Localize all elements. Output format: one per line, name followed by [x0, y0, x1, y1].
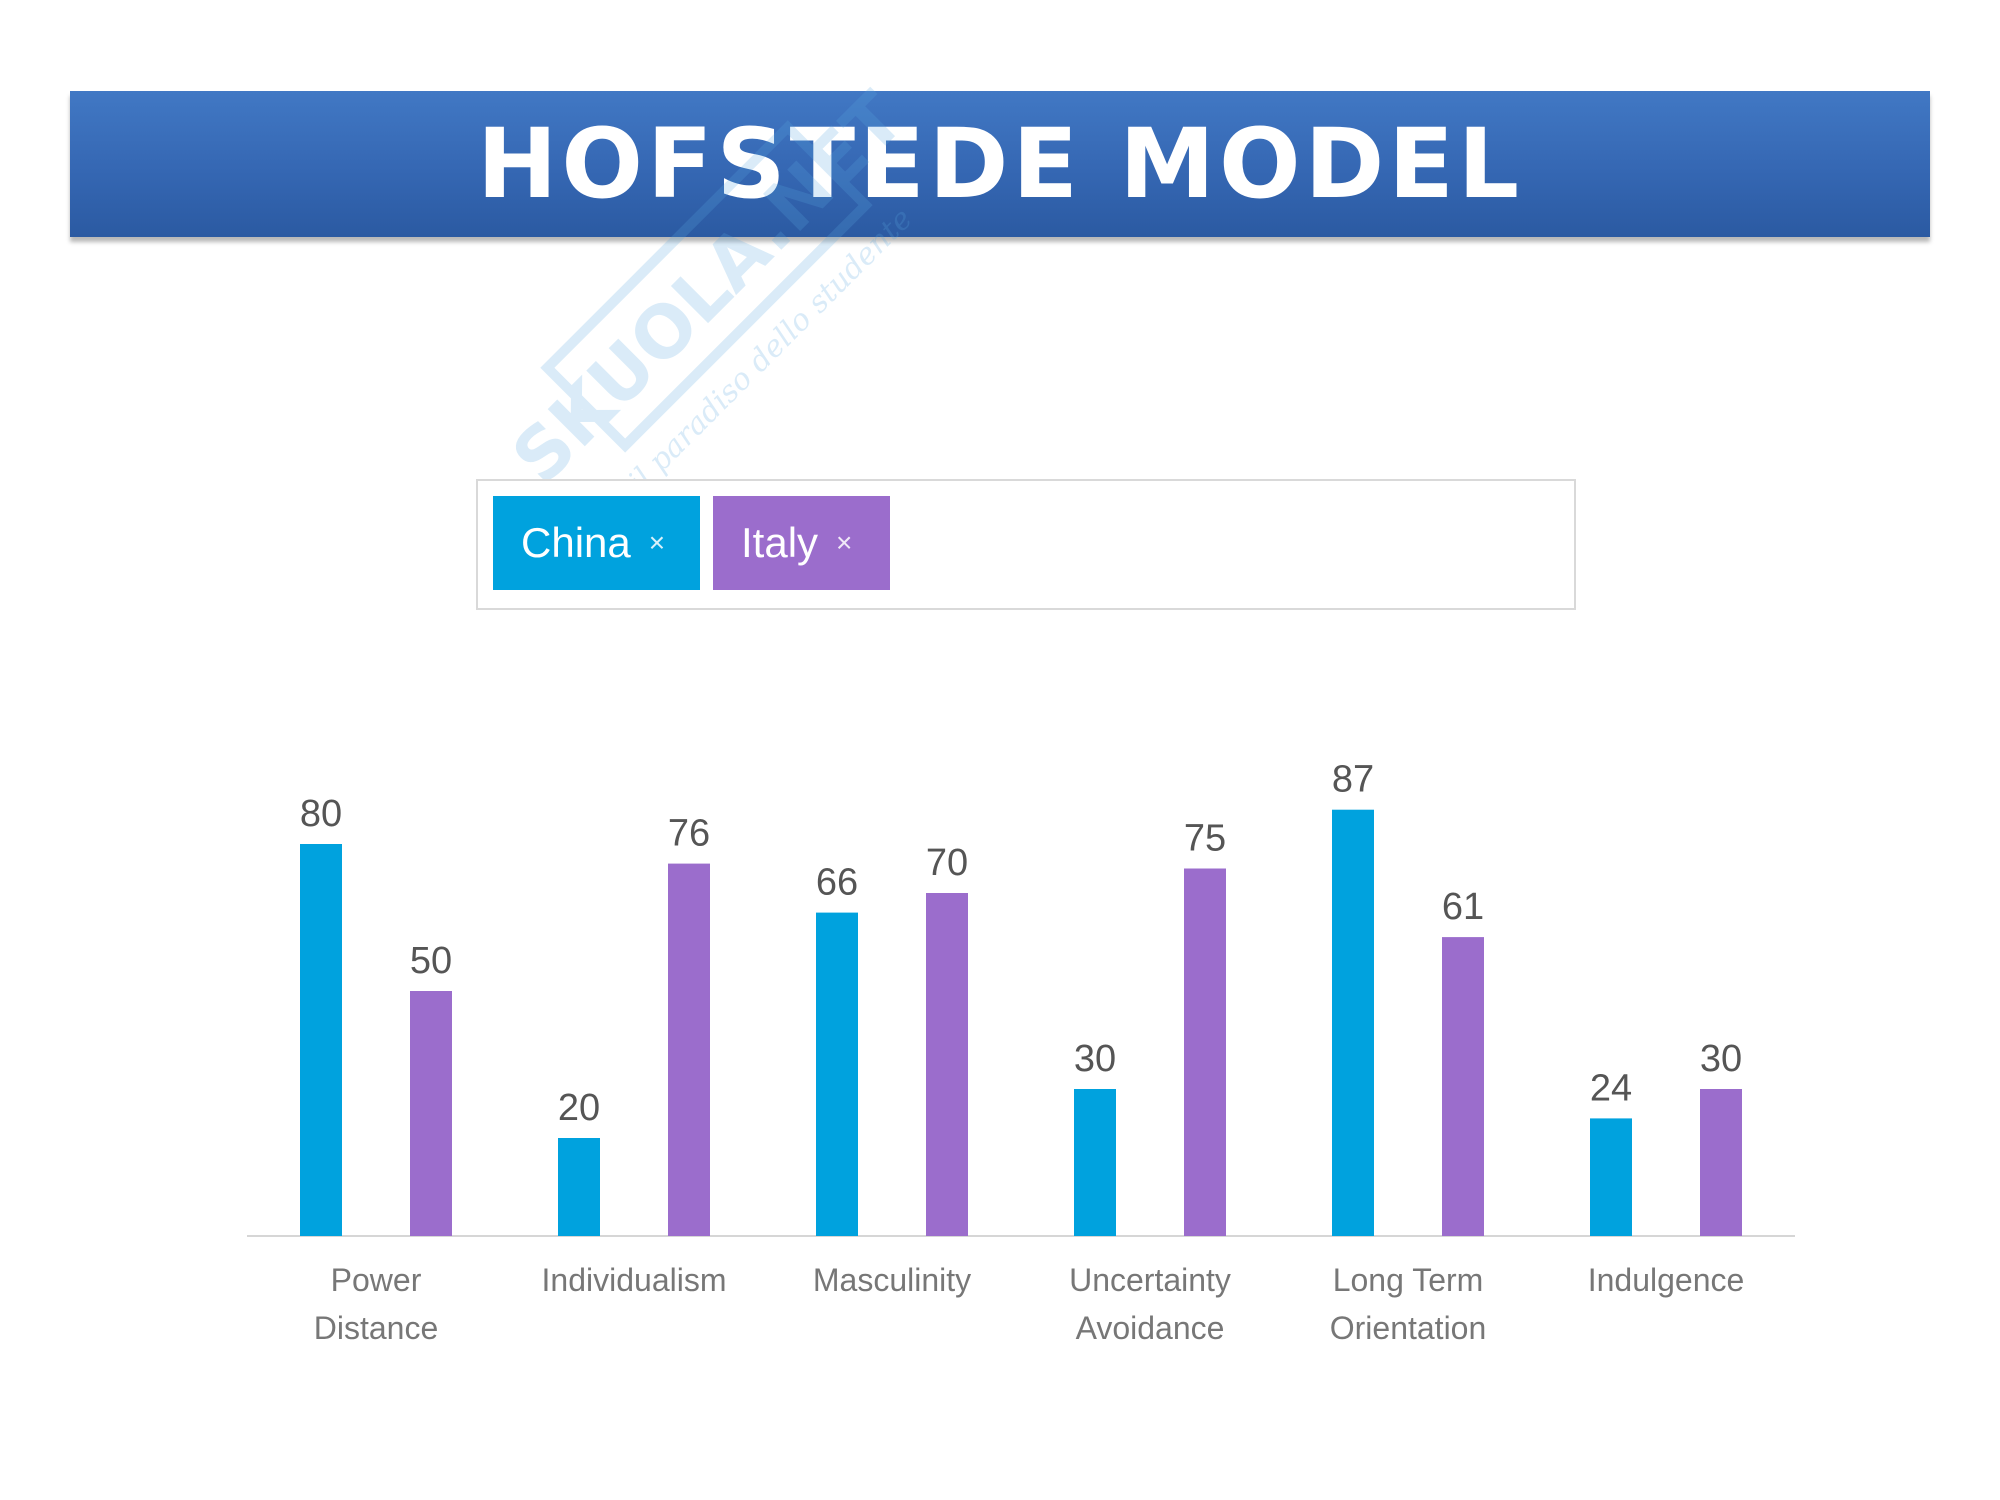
bar-italy [668, 863, 710, 1236]
bar-italy [410, 991, 452, 1236]
page-title: HOFSTEDE MODEL [477, 108, 1523, 220]
bar-value-label: 66 [816, 862, 858, 904]
bar-value-label: 70 [926, 842, 968, 884]
category-label: Long Term [1333, 1262, 1484, 1298]
bar-value-label: 87 [1332, 759, 1374, 801]
category-label: Individualism [542, 1262, 727, 1298]
bar-italy [1442, 937, 1484, 1236]
category-label: Indulgence [1588, 1262, 1745, 1298]
bar-italy [926, 893, 968, 1236]
bar-value-label: 80 [300, 793, 342, 835]
country-tag-label: China [521, 519, 631, 566]
category-label: Uncertainty [1069, 1262, 1231, 1298]
category-label: Avoidance [1076, 1310, 1225, 1346]
bar-china [558, 1138, 600, 1236]
bar-china [1332, 809, 1374, 1236]
remove-tag-icon[interactable]: × [648, 527, 666, 558]
bar-value-label: 61 [1442, 886, 1484, 928]
bar-value-label: 76 [668, 813, 710, 855]
bar-china [1074, 1089, 1116, 1236]
bar-value-label: 30 [1700, 1038, 1742, 1080]
country-selector[interactable]: China × Italy × [476, 479, 1576, 610]
remove-tag-icon[interactable]: × [836, 527, 853, 558]
bar-italy [1184, 868, 1226, 1236]
bar-china [300, 844, 342, 1236]
bar-italy [1700, 1089, 1742, 1236]
category-label: Distance [314, 1310, 439, 1346]
bar-value-label: 24 [1590, 1067, 1632, 1109]
category-label: Power [331, 1262, 422, 1298]
country-tag-italy[interactable]: Italy × [713, 496, 890, 590]
bar-value-label: 30 [1074, 1038, 1116, 1080]
country-tag-label: Italy [741, 519, 819, 566]
category-label: Orientation [1330, 1310, 1487, 1346]
bar-value-label: 50 [410, 940, 452, 982]
title-banner: HOFSTEDE MODEL [70, 91, 1930, 237]
country-tag-china[interactable]: China × [493, 496, 700, 590]
category-label: Masculinity [813, 1262, 971, 1298]
bar-china [1590, 1118, 1632, 1236]
bar-china [816, 912, 858, 1236]
bar-value-label: 75 [1184, 818, 1226, 860]
bar-value-label: 20 [558, 1087, 600, 1129]
